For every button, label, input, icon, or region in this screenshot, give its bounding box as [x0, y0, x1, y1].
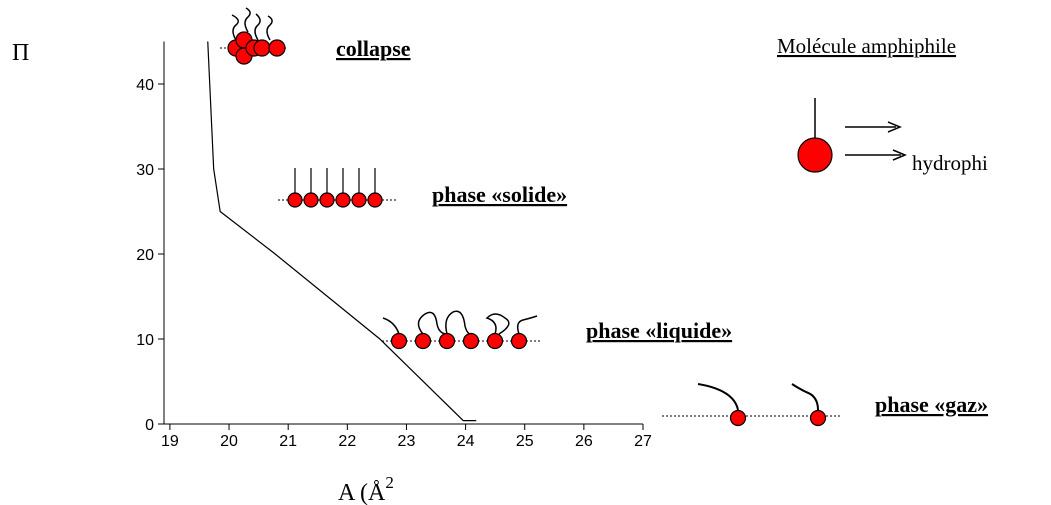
- annotation: collapse: [336, 36, 411, 61]
- annotation: phase «liquide»: [586, 318, 732, 343]
- legend-title: Molécule amphiphile: [777, 34, 956, 58]
- x-axis-label-sup: 2: [385, 473, 394, 492]
- x-axis-label: A (Å2: [338, 473, 394, 505]
- x-tick-label: 27: [634, 433, 652, 450]
- solid-molecules: [278, 168, 398, 208]
- isotherm-line: [207, 41, 477, 422]
- x-tick-label: 25: [516, 433, 534, 450]
- liquid-molecules: [382, 310, 542, 350]
- x-tick-label: 21: [279, 433, 297, 450]
- gas-molecules: [662, 383, 840, 427]
- legend-molecule: [797, 98, 907, 173]
- y-tick-label: 10: [136, 332, 154, 349]
- x-tick-label: 20: [220, 433, 238, 450]
- x-tick-label: 23: [398, 433, 416, 450]
- y-tick-label: 0: [145, 417, 154, 434]
- y-axis-label: Π: [12, 40, 29, 66]
- collapse-molecules: [220, 7, 286, 65]
- y-tick-label: 40: [136, 77, 154, 94]
- x-tick-label: 22: [338, 433, 356, 450]
- annotation: phase «gaz»: [875, 392, 988, 417]
- x-tick-label: 19: [161, 433, 179, 450]
- x-tick-label: 26: [575, 433, 593, 450]
- legend-hydrophilic: hydrophi: [912, 151, 988, 175]
- y-tick-label: 30: [136, 162, 154, 179]
- x-axis-label-main: A (Å: [338, 480, 386, 505]
- y-tick-label: 20: [136, 247, 154, 264]
- annotation: phase «solide»: [432, 182, 567, 207]
- x-tick-label: 24: [457, 433, 475, 450]
